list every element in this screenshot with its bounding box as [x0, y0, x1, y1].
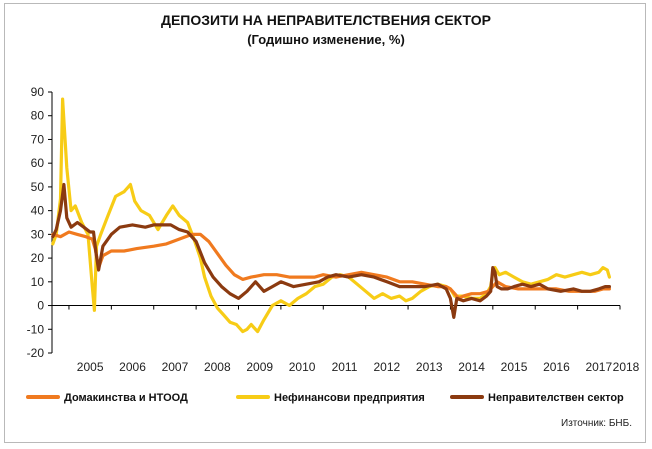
x-tick-label: 2007: [162, 360, 189, 374]
x-tick-label: 2014: [458, 360, 485, 374]
x-tick-label: 2011: [332, 360, 358, 374]
y-tick-label: 20: [31, 251, 45, 265]
x-tick-label: 2005: [77, 360, 104, 374]
y-tick-label: -20: [27, 346, 45, 360]
series-line-2: [51, 97, 611, 334]
x-tick-label: 2017: [585, 360, 612, 374]
y-tick-label: 90: [31, 85, 45, 99]
legend: Домакинства и НТООД Нефинансови предприят…: [26, 392, 624, 404]
y-tick-label: 60: [31, 156, 45, 170]
legend-label-3: Неправителствен сектор: [488, 392, 624, 404]
series-line-1: [51, 230, 611, 300]
series-line-3: [51, 182, 611, 319]
source-note: Източник: БНБ.: [561, 418, 632, 429]
x-tick-label: 2013: [416, 360, 443, 374]
chart-title: ДЕПОЗИТИ НА НЕПРАВИТЕЛСТВЕНИЯ СЕКТОР: [161, 12, 491, 28]
y-tick-label: 80: [31, 109, 45, 123]
y-tick-label: 10: [31, 275, 45, 289]
chart-subtitle: (Годишно изменение, %): [247, 32, 405, 47]
x-tick-label: 2015: [501, 360, 528, 374]
x-tick-label: 2012: [374, 360, 401, 374]
y-tick-label: 70: [31, 132, 45, 146]
x-tick-label: 2010: [289, 360, 316, 374]
x-tick-label: 2009: [246, 360, 273, 374]
x-tick-label: 2006: [119, 360, 146, 374]
y-tick-label: 0: [37, 299, 44, 313]
x-tick-label: 2018: [613, 360, 640, 374]
series-lines: [51, 97, 611, 334]
y-tick-label: 40: [31, 204, 45, 218]
x-tick-label: 2016: [543, 360, 570, 374]
y-tick-label: -10: [27, 322, 45, 336]
axes: -20 -10 0 10 20 30 40 50 60 70 80 90 2005 2006 2007 200…: [27, 85, 640, 374]
chart-frame: [4, 3, 646, 443]
x-tick-label: 2008: [204, 360, 231, 374]
legend-label-1: Домакинства и НТООД: [64, 392, 188, 404]
legend-label-2: Нефинансови предприятия: [274, 392, 425, 404]
y-tick-label: 50: [31, 180, 45, 194]
y-tick-label: 30: [31, 227, 45, 241]
